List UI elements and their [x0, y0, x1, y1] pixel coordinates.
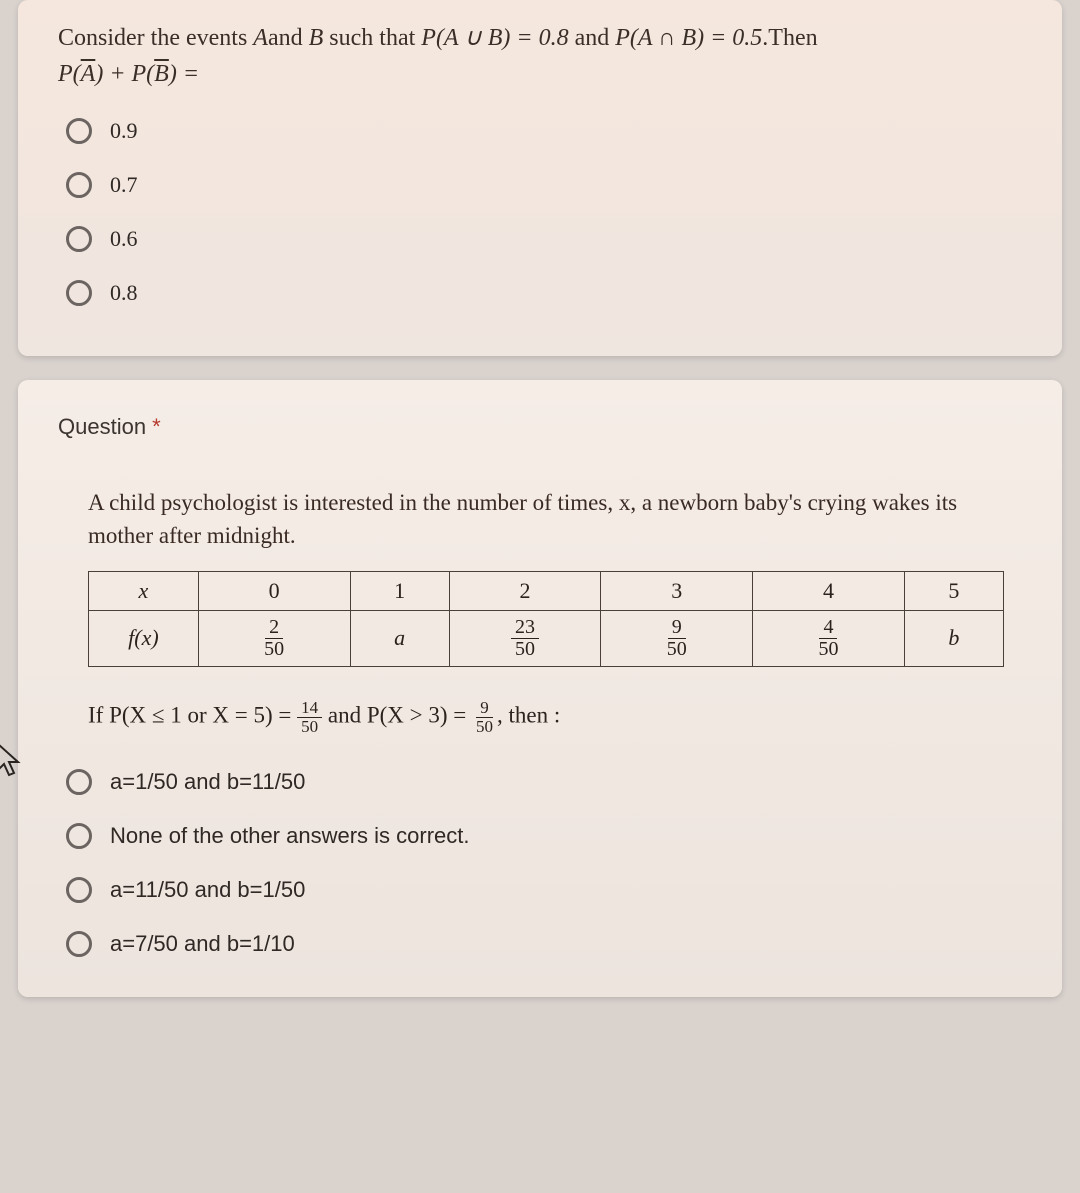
question-2-prompt: A child psychologist is interested in th…: [88, 486, 1004, 553]
table-cell: 2350: [449, 610, 601, 666]
question-2-title: Question *: [58, 414, 1022, 440]
table-cell: 2: [449, 571, 601, 610]
table-cell: 450: [753, 610, 905, 666]
table-cell: 1: [350, 571, 449, 610]
table-row: f(x) 250 a 2350 950 450 b: [89, 610, 1004, 666]
table-cell: 250: [198, 610, 350, 666]
option-label: None of the other answers is correct.: [110, 823, 470, 849]
option-label: 0.7: [110, 172, 138, 198]
radio-icon[interactable]: [66, 172, 92, 198]
text: P(: [58, 61, 81, 87]
question-2-body: A child psychologist is interested in th…: [58, 486, 1022, 735]
option-row[interactable]: 0.8: [66, 280, 1022, 306]
option-row[interactable]: a=11/50 and b=1/50: [66, 877, 1022, 903]
text: ) + P(: [95, 61, 154, 87]
radio-icon[interactable]: [66, 877, 92, 903]
expr-intersection: P(A ∩ B) = 0.5: [615, 25, 762, 51]
text: Consider the events: [58, 25, 253, 51]
a-complement: A: [81, 61, 96, 87]
option-label: a=11/50 and b=1/50: [110, 877, 305, 903]
table-cell: a: [350, 610, 449, 666]
radio-icon[interactable]: [66, 769, 92, 795]
text: If P(X ≤ 1 or X = 5) =: [88, 702, 297, 727]
text: ) =: [169, 61, 199, 87]
table-cell: b: [904, 610, 1003, 666]
table-cell: 950: [601, 610, 753, 666]
condition-text: If P(X ≤ 1 or X = 5) = 1450 and P(X > 3)…: [88, 699, 1004, 736]
text: and P(X > 3) =: [322, 702, 472, 727]
row-header: x: [89, 571, 199, 610]
option-label: a=1/50 and b=11/50: [110, 769, 305, 795]
option-row[interactable]: a=1/50 and b=11/50: [66, 769, 1022, 795]
required-star: *: [152, 414, 161, 439]
text: and: [268, 25, 309, 51]
var-b: B: [309, 25, 324, 51]
var-a: A: [253, 25, 268, 51]
expr-union: P(A ∪ B) = 0.8: [421, 25, 568, 51]
distribution-table: x 0 1 2 3 4 5 f(x) 250 a 2350 950 450 b: [88, 571, 1004, 667]
option-label: 0.8: [110, 280, 138, 306]
option-row[interactable]: 0.7: [66, 172, 1022, 198]
radio-icon[interactable]: [66, 931, 92, 957]
text: .Then: [762, 25, 817, 51]
b-complement: B: [154, 61, 169, 87]
option-label: a=7/50 and b=1/10: [110, 931, 295, 957]
option-row[interactable]: None of the other answers is correct.: [66, 823, 1022, 849]
option-row[interactable]: a=7/50 and b=1/10: [66, 931, 1022, 957]
table-cell: 4: [753, 571, 905, 610]
text: such that: [323, 25, 421, 51]
question-1-prompt: Consider the events Aand B such that P(A…: [58, 20, 1022, 92]
question-card-1: Consider the events Aand B such that P(A…: [18, 0, 1062, 356]
text: , then :: [497, 702, 560, 727]
option-label: 0.9: [110, 118, 138, 144]
table-cell: 5: [904, 571, 1003, 610]
radio-icon[interactable]: [66, 118, 92, 144]
radio-icon[interactable]: [66, 280, 92, 306]
option-row[interactable]: 0.6: [66, 226, 1022, 252]
text: and: [569, 25, 616, 51]
row-header: f(x): [89, 610, 199, 666]
option-label: 0.6: [110, 226, 138, 252]
option-row[interactable]: 0.9: [66, 118, 1022, 144]
table-row: x 0 1 2 3 4 5: [89, 571, 1004, 610]
table-cell: 0: [198, 571, 350, 610]
radio-icon[interactable]: [66, 226, 92, 252]
radio-icon[interactable]: [66, 823, 92, 849]
text: Question: [58, 414, 152, 439]
question-card-2: Question * A child psychologist is inter…: [18, 380, 1062, 997]
table-cell: 3: [601, 571, 753, 610]
